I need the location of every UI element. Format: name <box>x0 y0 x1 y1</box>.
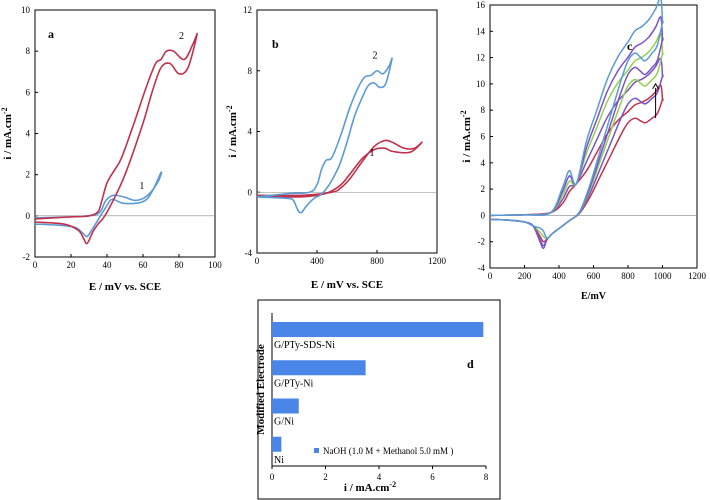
category-label: G/PTy-SDS-Ni <box>274 340 335 351</box>
y-tick-label: -4 <box>245 248 253 258</box>
curve-label-2: 2 <box>179 31 184 42</box>
y-tick-label: 4 <box>26 129 31 139</box>
y-tick-label: 0 <box>248 187 253 197</box>
y-tick-label: 10 <box>476 79 486 89</box>
x-tick-label: 800 <box>370 256 384 266</box>
y-tick-label: 16 <box>476 0 486 10</box>
series-1-line <box>256 139 423 198</box>
bar-G/Ni <box>272 398 299 414</box>
x-tick-label: 6 <box>430 472 435 482</box>
bar-Ni <box>272 436 282 452</box>
x-tick-label: 1200 <box>688 271 707 281</box>
y-tick-label: -2 <box>478 237 486 247</box>
series-cycle-1-line <box>489 84 664 243</box>
x-tick-label: 20 <box>67 260 77 270</box>
x-tick-label: 40 <box>103 260 113 270</box>
y-tick-label: 6 <box>26 87 31 97</box>
x-tick-label: 0 <box>270 472 275 482</box>
panel-d-border <box>257 299 501 500</box>
x-axis-label: E / mV vs. SCE <box>311 279 383 291</box>
panel-letter: a <box>48 27 54 41</box>
x-tick-label: 0 <box>33 260 38 270</box>
x-axis-label: E/mV <box>581 291 607 302</box>
curve-label-1: 1 <box>370 148 375 159</box>
series-2-line <box>256 57 393 214</box>
x-tick-label: 1200 <box>428 256 447 266</box>
series-cycle-3-line <box>489 32 664 240</box>
bar-G/PTy-SDS-Ni <box>272 322 484 337</box>
x-tick-label: 1000 <box>654 271 673 281</box>
y-tick-label: 2 <box>26 170 31 180</box>
up-arrow-head <box>652 82 660 90</box>
y-tick-label: -4 <box>478 263 486 273</box>
series-cycle-2-line <box>489 57 664 250</box>
y-tick-label: 8 <box>481 105 486 115</box>
x-tick-label: 80 <box>175 260 185 270</box>
curve-label-1: 1 <box>139 181 144 192</box>
y-tick-label: 10 <box>21 5 31 15</box>
panel-b-frame <box>256 9 438 254</box>
y-axis-label: i / mA.cm-2 <box>225 105 239 157</box>
bar-G/PTy-Ni <box>272 360 366 376</box>
x-tick-label: 0 <box>488 271 493 281</box>
series-2-line <box>34 32 198 245</box>
panel-a-frame <box>34 9 216 258</box>
y-tick-label: 8 <box>26 46 31 56</box>
x-tick-label: 4 <box>377 472 382 482</box>
x-tick-label: 400 <box>552 271 566 281</box>
x-tick-label: 400 <box>310 256 324 266</box>
x-axis-label: E / mV vs. SCE <box>89 281 161 293</box>
x-tick-label: 0 <box>255 256 260 266</box>
series-1-line <box>34 171 163 238</box>
y-tick-label: 12 <box>476 53 485 63</box>
legend-swatch <box>314 448 319 453</box>
y-axis-label: i / mA.cm-2 <box>459 110 473 162</box>
x-tick-label: 200 <box>518 271 532 281</box>
y-axis-label: Modified Electrode <box>255 344 267 435</box>
y-tick-label: 4 <box>481 158 486 168</box>
category-label: G/Ni <box>274 417 294 428</box>
y-tick-label: 2 <box>481 184 486 194</box>
y-axis-label: i / mA.cm-2 <box>0 107 14 159</box>
y-tick-label: -2 <box>23 252 31 262</box>
panel-letter: b <box>272 37 279 51</box>
x-tick-label: 100 <box>208 260 222 270</box>
y-tick-label: 4 <box>248 127 253 137</box>
x-tick-label: 8 <box>484 472 489 482</box>
y-tick-label: 6 <box>481 132 486 142</box>
series-cycle-4-line <box>489 16 664 247</box>
category-label: G/PTy-Ni <box>274 378 314 389</box>
y-tick-label: 0 <box>481 210 486 220</box>
y-tick-label: 8 <box>248 66 253 76</box>
panel-letter: d <box>467 357 474 371</box>
curve-label-2: 2 <box>373 51 378 62</box>
y-tick-label: 14 <box>476 26 486 36</box>
x-tick-label: 2 <box>323 472 328 482</box>
series-cycle-5-line <box>489 0 664 239</box>
panel-c: 0 200 400 600 800 1000 1200 -4 -2 0 2 4 6 8 10 12 14 16 c E… <box>459 0 707 302</box>
x-tick-label: 800 <box>621 271 635 281</box>
panel-d: 0 2 4 6 8 G/PTy-SDS-Ni G/PTy-Ni G/Ni Ni NaOH (1.0… <box>255 299 501 500</box>
panel-letter: c <box>627 39 633 53</box>
x-tick-label: 60 <box>139 260 149 270</box>
y-tick-label: 0 <box>26 211 31 221</box>
legend-label: NaOH (1.0 M + Methanol 5.0 mM ) <box>323 446 453 456</box>
category-label: Ni <box>274 455 284 466</box>
y-tick-label: 12 <box>243 5 252 15</box>
x-tick-label: 600 <box>587 271 601 281</box>
x-axis-label: i / mA.cm-2 <box>344 480 396 494</box>
